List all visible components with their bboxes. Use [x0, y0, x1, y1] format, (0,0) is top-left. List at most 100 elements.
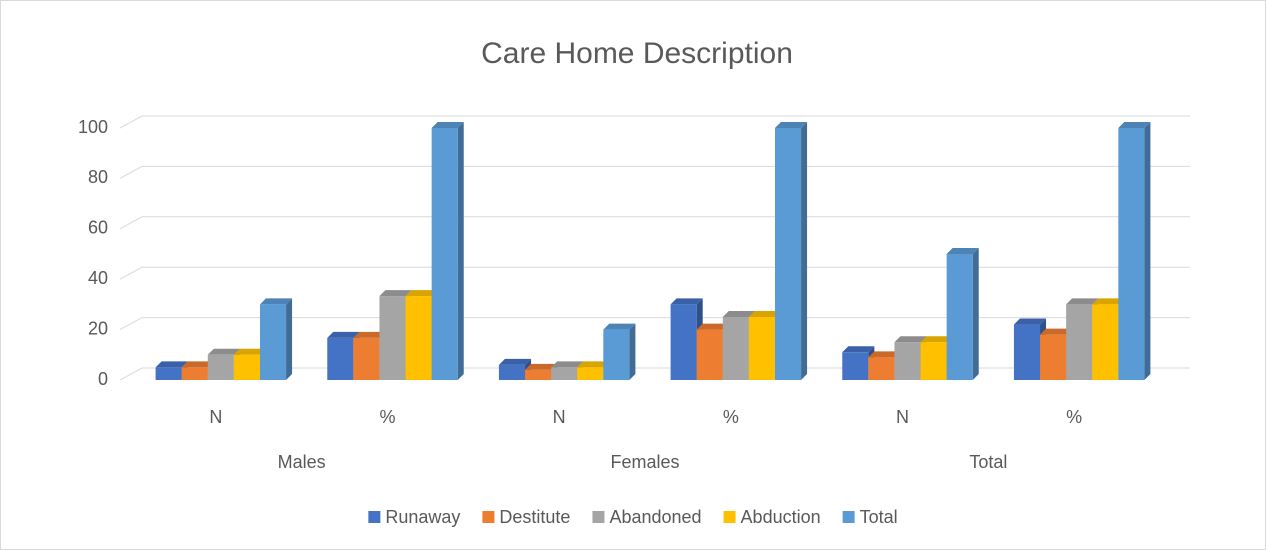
bar-top — [1092, 298, 1125, 305]
bar — [551, 367, 578, 380]
bar-top — [842, 346, 875, 353]
bar-top — [774, 122, 808, 128]
bar — [525, 369, 552, 380]
grid-line — [119, 165, 1190, 179]
bar — [498, 364, 526, 380]
legend-swatch — [482, 511, 495, 523]
bar — [259, 304, 287, 380]
grid-line — [119, 115, 1190, 129]
bar — [233, 354, 260, 380]
bar — [327, 337, 354, 380]
group-label: Females — [610, 452, 679, 472]
bar-side — [629, 323, 636, 380]
bar-group — [946, 248, 979, 380]
legend-swatch — [368, 511, 381, 523]
bar — [842, 352, 869, 380]
legend-label: Abandoned — [609, 507, 701, 527]
bar-group — [774, 122, 808, 380]
bar — [920, 342, 947, 380]
bar-group — [577, 361, 610, 380]
bar-top — [1040, 328, 1073, 335]
bar-top — [722, 311, 755, 317]
bar-side — [457, 122, 464, 380]
bar-top — [1066, 298, 1099, 305]
legend: Runaway Destitute Abandoned Abduction Total — [368, 507, 898, 527]
bar — [670, 304, 697, 380]
bar — [1092, 304, 1119, 380]
bar-top — [181, 361, 214, 368]
bar — [379, 296, 406, 380]
bar-top — [1013, 318, 1047, 325]
bar — [1013, 324, 1041, 380]
x-tick-label: N — [896, 407, 909, 427]
bar-top — [259, 298, 293, 305]
bar — [894, 342, 921, 380]
bar — [155, 367, 182, 380]
legend-swatch — [592, 511, 605, 523]
bar-side — [801, 122, 808, 380]
bar-top — [748, 311, 781, 317]
bar-group — [327, 331, 360, 380]
bar-top — [696, 323, 729, 330]
bar-top — [868, 351, 901, 358]
bar-top — [379, 290, 412, 297]
bar-group — [1118, 122, 1151, 380]
bar — [181, 367, 208, 380]
x-tick-label: N — [209, 407, 222, 427]
grid-line — [119, 367, 1190, 381]
bar-top — [431, 122, 464, 128]
x-tick-label: N — [553, 407, 566, 427]
group-label: Males — [278, 452, 326, 472]
bar-top — [920, 336, 953, 343]
bar-top — [525, 363, 558, 370]
bar — [405, 296, 432, 380]
bar-top — [405, 290, 438, 297]
bar-top — [577, 361, 610, 368]
bar-top — [551, 361, 584, 368]
y-tick-label: 0 — [98, 369, 108, 389]
x-tick-label: % — [723, 407, 739, 427]
bar — [774, 128, 802, 380]
legend-label: Total — [860, 507, 898, 527]
bar — [207, 354, 234, 380]
y-tick-label: 60 — [88, 218, 108, 238]
bar-top — [603, 323, 636, 330]
bar — [1066, 304, 1093, 380]
bar-top — [946, 248, 979, 254]
bar-side — [972, 248, 979, 380]
bar-top — [327, 331, 360, 338]
grid-line — [119, 266, 1190, 280]
bar-top — [498, 358, 532, 365]
group-label: Total — [969, 452, 1007, 472]
legend-swatch — [842, 511, 855, 523]
bar — [577, 367, 604, 380]
bar-top — [353, 331, 386, 338]
bar — [603, 329, 630, 380]
bar-top — [155, 361, 188, 368]
bar — [431, 128, 458, 380]
legend-swatch — [723, 511, 736, 523]
grid-line — [119, 317, 1190, 331]
bar — [353, 337, 380, 380]
bar-group — [259, 298, 293, 380]
bar-group — [603, 323, 636, 380]
bar-group — [431, 122, 464, 380]
bar-top — [233, 348, 266, 355]
bar — [748, 317, 775, 380]
bar — [1040, 334, 1067, 380]
legend-label: Destitute — [499, 507, 570, 527]
legend-label: Abduction — [741, 507, 821, 527]
y-tick-label: 80 — [88, 167, 108, 187]
bar — [1118, 128, 1145, 380]
bar-top — [1118, 122, 1151, 128]
x-tick-label: % — [1066, 407, 1082, 427]
legend-label: Runaway — [385, 507, 460, 527]
bar — [868, 357, 895, 380]
y-tick-label: 100 — [78, 117, 108, 137]
bar — [946, 254, 973, 380]
y-tick-label: 40 — [88, 268, 108, 288]
bar — [696, 329, 723, 380]
bar-top — [207, 348, 240, 355]
